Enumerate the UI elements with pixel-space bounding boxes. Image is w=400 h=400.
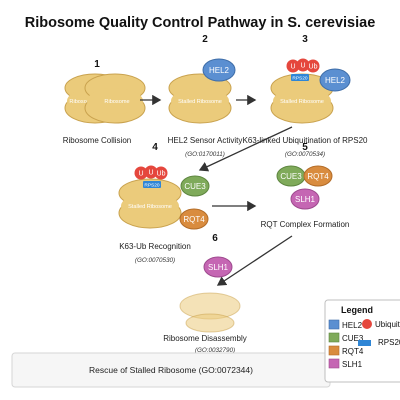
slh1-label-step-5: SLH1	[295, 195, 316, 204]
hel2-label-step-2: HEL2	[209, 66, 230, 75]
slh1-label-step-6: SLH1	[208, 263, 229, 272]
step-6-number: 6	[212, 233, 218, 244]
ubiquitin-u-label-4b: U	[148, 170, 153, 177]
legend-swatch-rps20	[358, 340, 371, 346]
ubiquitin-chain-step-3: U U Ub	[286, 58, 320, 73]
ubiquitin-ub-label-3: Ub	[309, 64, 318, 71]
stalled-ribosome-label-2: Stalled Ribosome	[178, 99, 222, 105]
slh1-protein-step-6: SLH1	[203, 256, 233, 278]
ubiquitin-ub-label-4: Ub	[157, 171, 166, 178]
colliding-ribosome-right: Ribosome	[84, 73, 146, 124]
footer-text: Rescue of Stalled Ribosome (GO:0072344)	[89, 365, 253, 375]
legend-label-rps20: RPS20	[378, 338, 400, 347]
diagram-title: Ribosome Quality Control Pathway in S. c…	[25, 15, 376, 31]
step-5-number: 5	[302, 142, 308, 153]
legend-swatch-rqt4	[328, 345, 340, 356]
legend: Legend HEL2 Ubiquitin CUE3 RPS20 RQT4 SL…	[324, 299, 400, 383]
step-2-caption: HEL2 Sensor Activity	[168, 136, 243, 145]
step-1-caption: Ribosome Collision	[63, 136, 131, 145]
step-2-number: 2	[202, 34, 208, 45]
rps20-step-3: RPS20	[291, 74, 309, 82]
ubiquitin-chain-step-4: U U Ub	[134, 165, 168, 180]
rqt4-protein-step-5: RQT4	[303, 165, 333, 187]
step-4-number: 4	[152, 142, 158, 153]
legend-label-ubiquitin: Ubiquitin	[375, 320, 400, 329]
legend-label-hel2: HEL2	[342, 321, 363, 330]
stalled-ribosome-step-3: Stalled Ribosome	[270, 73, 334, 124]
step-6-caption: Ribosome Disassembly	[163, 334, 247, 343]
legend-title: Legend	[341, 305, 373, 315]
stalled-ribosome-label-3: Stalled Ribosome	[280, 99, 324, 105]
rps20-label-step-3: RPS20	[292, 76, 308, 82]
legend-swatch-slh1	[328, 358, 340, 369]
legend-label-slh1: SLH1	[342, 360, 363, 369]
ribosome-label-left: Ribosome	[69, 99, 94, 105]
rqt4-label-step-4: RQT4	[183, 215, 205, 224]
ubiquitin-u-label-3a: U	[290, 64, 295, 71]
ribosome-label-right: Ribosome	[104, 99, 129, 105]
hel2-label-step-3: HEL2	[325, 76, 346, 85]
legend-label-cue3: CUE3	[342, 334, 364, 343]
rps20-step-4: RPS20	[143, 181, 161, 189]
step-4-go-term: (GO:0070530)	[135, 257, 175, 264]
legend-swatch-ubiquitin	[362, 319, 372, 329]
rqt4-label-step-5: RQT4	[307, 172, 329, 181]
cue3-label-step-5: CUE3	[280, 172, 302, 181]
step-5-caption: RQT Complex Formation	[261, 220, 350, 229]
cue3-protein-step-5: CUE3	[276, 165, 306, 187]
stalled-ribosome-label-4: Stalled Ribosome	[128, 204, 172, 210]
disassembled-small-subunit	[185, 313, 235, 333]
stalled-ribosome-step-4: Stalled Ribosome	[118, 178, 182, 229]
arrow-5-to-6	[216, 235, 293, 286]
hel2-protein-step-3: HEL2	[319, 68, 351, 92]
step-6-go-term: (GO:0032790)	[195, 347, 235, 354]
slh1-protein-step-5: SLH1	[290, 188, 320, 210]
legend-swatch-cue3	[328, 332, 340, 343]
step-3-number: 3	[302, 34, 308, 45]
step-3-go-term: (GO:0070534)	[285, 151, 325, 158]
step-1-number: 1	[94, 59, 100, 70]
step-4-caption: K63-Ub Recognition	[119, 242, 191, 251]
legend-swatch-hel2	[328, 319, 340, 330]
ubiquitin-u-label-4a: U	[138, 171, 143, 178]
ubiquitin-u-label-3b: U	[300, 63, 305, 70]
cue3-protein-step-4: CUE3	[180, 175, 210, 197]
cue3-label-step-4: CUE3	[184, 182, 206, 191]
rqt4-protein-step-4: RQT4	[179, 208, 209, 230]
arrow-3-to-4	[198, 126, 293, 172]
legend-label-rqt4: RQT4	[342, 347, 364, 356]
step-2-go-term: (GO:0170011)	[185, 151, 225, 158]
rps20-label-step-4: RPS20	[144, 183, 160, 189]
footer-box: Rescue of Stalled Ribosome (GO:0072344)	[11, 352, 331, 388]
hel2-protein-step-2: HEL2	[202, 58, 236, 82]
step-3-caption: K63-linked Ubiquitination of RPS20	[243, 136, 369, 145]
